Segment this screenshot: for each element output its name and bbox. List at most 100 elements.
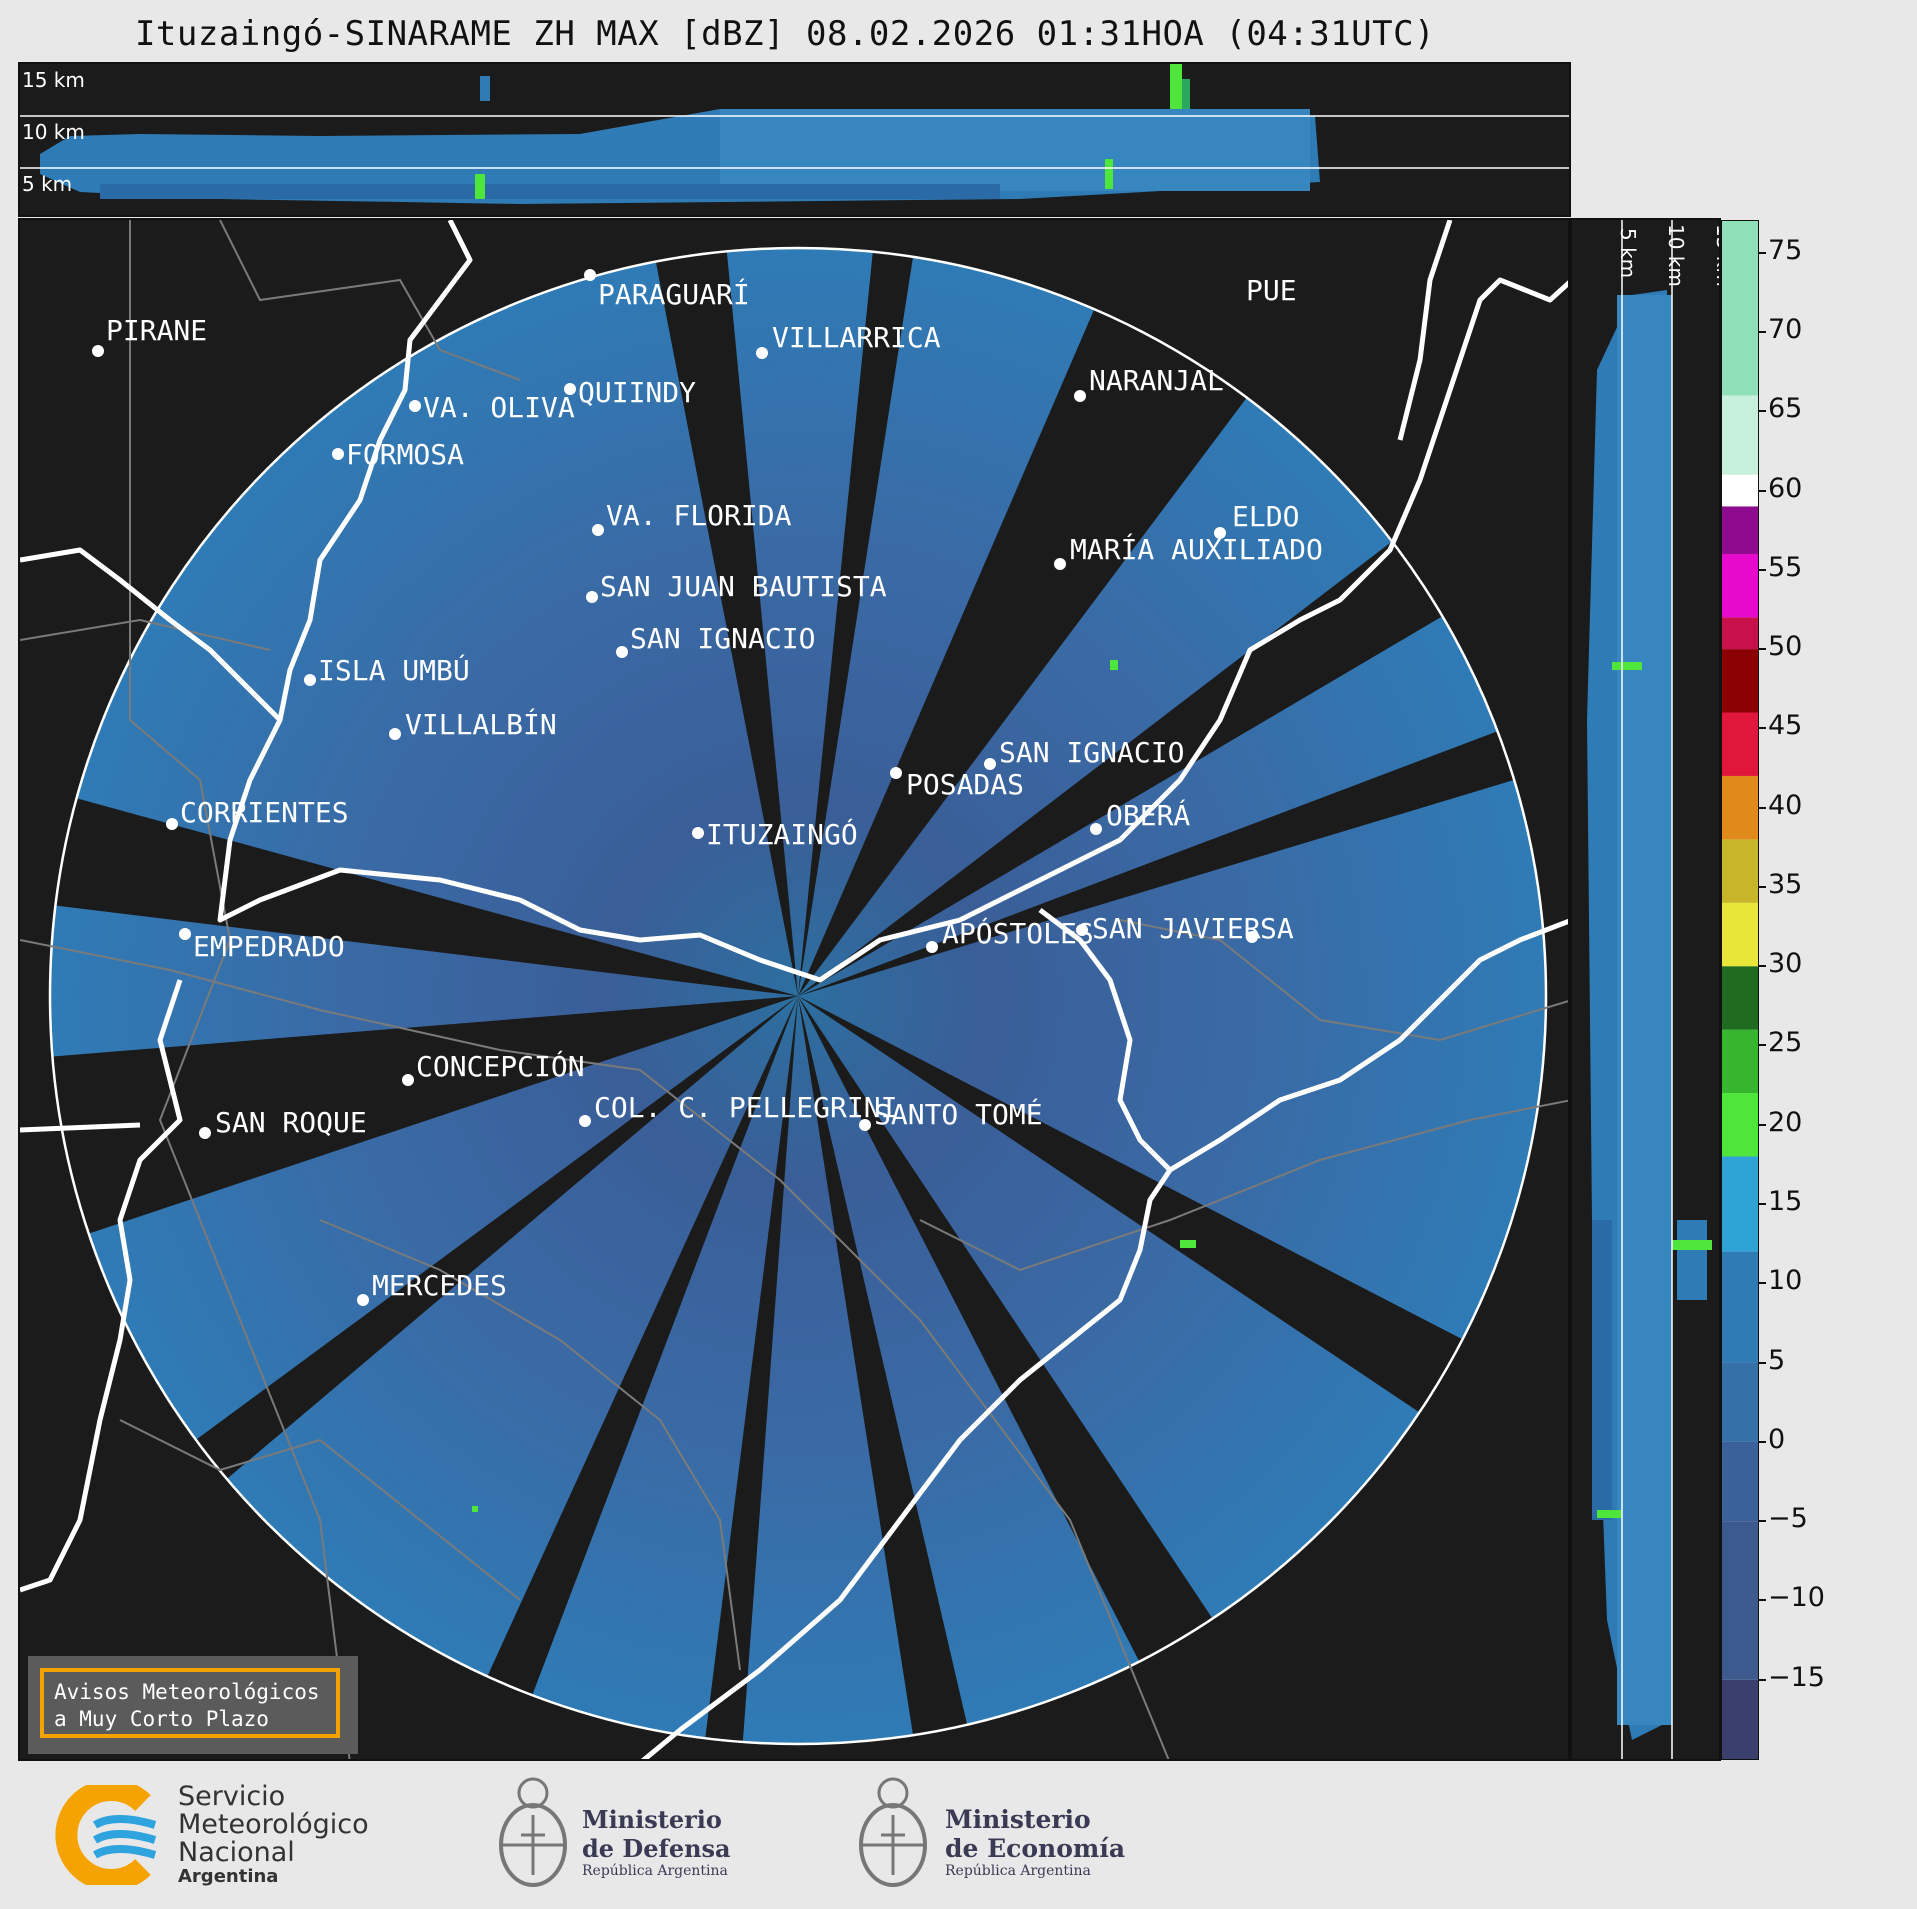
colorbar-tick-label: −15: [1768, 1661, 1825, 1693]
economia-line-3: República Argentina: [945, 1863, 1091, 1879]
city-label-formosa: FORMOSA: [346, 438, 464, 471]
city-label-va-oliva: VA. OLIVA: [423, 391, 575, 424]
colorbar-tick-label: −5: [1768, 1503, 1808, 1535]
city-label-eldo: ELDO: [1232, 500, 1299, 533]
city-label-apostoles: APÓSTOLES: [942, 916, 1094, 950]
colorbar-tick-mark: [1759, 1361, 1766, 1364]
city-dot-mercedes: [357, 1294, 369, 1306]
city-label-concepcion: CONCEPCIÓN: [416, 1049, 585, 1083]
city-dot-va-florida: [592, 524, 604, 536]
city-label-san-juan-bautista: SAN JUAN BAUTISTA: [600, 570, 887, 603]
city-dot-sa: [1246, 931, 1258, 943]
colorbar-segment: [1722, 649, 1758, 713]
colorbar-tick-label: 60: [1768, 472, 1803, 504]
notice-frame[interactable]: Avisos Meteorológicos a Muy Corto Plazo: [40, 1668, 340, 1738]
top-echo-spike-edge: [1182, 79, 1190, 109]
colorbar-tick-label: 75: [1768, 234, 1803, 266]
radar-map[interactable]: PIRANE PARAGUARÍ VILLARRICA QUIINDY VA. …: [18, 218, 1570, 1761]
colorbar-tick-label: 70: [1768, 313, 1803, 345]
top-echo-spike: [1170, 64, 1182, 109]
gap-w2: [50, 780, 798, 996]
city-dot-villarrica: [756, 347, 768, 359]
colorbar-tick-mark: [1759, 806, 1766, 809]
gap-n1: [640, 248, 798, 996]
city-label-pirane: PIRANE: [106, 314, 207, 347]
colorbar-segment: [1722, 966, 1758, 1030]
radar-map-canvas: PIRANE PARAGUARÍ VILLARRICA QUIINDY VA. …: [20, 220, 1568, 1759]
echo-green-3: [472, 1506, 478, 1512]
city-dot-san-juan-bautista: [586, 591, 598, 603]
city-dot-eldo: [1214, 527, 1226, 539]
city-label-san-javier: SAN JAVIER: [1092, 912, 1261, 945]
city-dot-quiindy: [564, 383, 576, 395]
gap-s2: [700, 996, 798, 1744]
city-dot-pellegrini: [579, 1115, 591, 1127]
city-label-empedrado: EMPEDRADO: [193, 930, 345, 963]
defensa-line-2: de Defensa: [582, 1834, 731, 1863]
city-label-ituzaingo: ITUZAINGÓ: [706, 817, 858, 851]
economia-line-1: Ministerio: [945, 1805, 1091, 1834]
defensa-seal-icon: [499, 1777, 567, 1887]
notice-box[interactable]: Avisos Meteorológicos a Muy Corto Plazo: [28, 1656, 358, 1754]
city-dot-san-ignacio-ar: [984, 758, 996, 770]
smn-line-3: Nacional: [178, 1837, 295, 1868]
right-echo-core: [1617, 295, 1672, 1725]
colorbar-tick-label: 0: [1768, 1423, 1786, 1455]
colorbar: [1721, 220, 1759, 1760]
colorbar-tick-mark: [1759, 1282, 1766, 1285]
city-dot-obera: [1090, 823, 1102, 835]
colorbar-tick-label: 10: [1768, 1265, 1803, 1297]
city-markers: [92, 269, 1258, 1306]
gap-ne1: [798, 248, 1320, 996]
colorbar-segment: [1722, 1362, 1758, 1442]
gap-e1: [798, 700, 1546, 996]
top-cross-section-plot: [20, 64, 1569, 204]
city-label-va-florida: VA. FLORIDA: [606, 499, 792, 532]
city-labels: PIRANE PARAGUARÍ VILLARRICA QUIINDY VA. …: [106, 274, 1323, 1302]
colorbar-tick-label: 40: [1768, 789, 1803, 821]
right-label-5km: 5 km: [1616, 228, 1640, 279]
colorbar-tick-mark: [1759, 1599, 1766, 1602]
city-label-san-roque: SAN ROQUE: [215, 1106, 367, 1139]
notice-line-2: a Muy Corto Plazo: [54, 1707, 269, 1731]
colorbar-tick-mark: [1759, 1440, 1766, 1443]
colorbar-tick-mark: [1759, 1678, 1766, 1681]
top-echo-column: [480, 76, 490, 101]
city-label-santo-tome: SANTO TOMÉ: [874, 1097, 1043, 1131]
city-label-isla-umbu: ISLA UMBÚ: [318, 653, 470, 687]
colorbar-tick-label: 5: [1768, 1344, 1786, 1376]
top-label-15km: 15 km: [22, 68, 85, 92]
defensa-line-1: Ministerio: [582, 1805, 722, 1834]
colorbar-tick-mark: [1759, 330, 1766, 333]
economia-seal-icon: [859, 1777, 927, 1887]
city-dot-san-ignacio-py: [616, 646, 628, 658]
colorbar-segment: [1722, 506, 1758, 554]
city-dot-villalbin: [389, 728, 401, 740]
gap-s1: [798, 996, 980, 1744]
right-label-15km: 15 km: [1712, 224, 1721, 287]
gap-se1: [798, 996, 1546, 1520]
right-label-10km: 10 km: [1664, 224, 1688, 287]
top-cross-section-panel: 15 km 10 km 5 km: [18, 62, 1571, 217]
colorbar-tick-mark: [1759, 727, 1766, 730]
admin-borders: [20, 220, 1568, 1759]
gap-se2: [798, 996, 1320, 1744]
city-dot-san-javier: [1076, 924, 1088, 936]
gap-sw2: [60, 996, 798, 1620]
smn-line-4: Argentina: [178, 1866, 279, 1887]
city-label-quiindy: QUIINDY: [578, 376, 696, 409]
echo-green-2: [1110, 660, 1118, 670]
right-echo-spike-3: [1597, 1510, 1622, 1518]
city-dot-corrientes: [166, 818, 178, 830]
top-echo-core: [720, 109, 1310, 191]
radar-echo-disk: [50, 248, 1546, 1744]
gap-ne2: [798, 520, 1470, 996]
colorbar-segment: [1722, 1521, 1758, 1680]
gap-w3: [50, 996, 798, 1260]
page-title: Ituzaingó-SINARAME ZH MAX [dBZ] 08.02.20…: [134, 14, 1436, 54]
colorbar-segment: [1722, 902, 1758, 967]
colorbar-tick-mark: [1759, 251, 1766, 254]
city-label-maria-auxiliadora: MARÍA AUXILIADO: [1070, 532, 1323, 566]
city-dot-paraguari: [584, 269, 596, 281]
colorbar-tick-mark: [1759, 648, 1766, 651]
